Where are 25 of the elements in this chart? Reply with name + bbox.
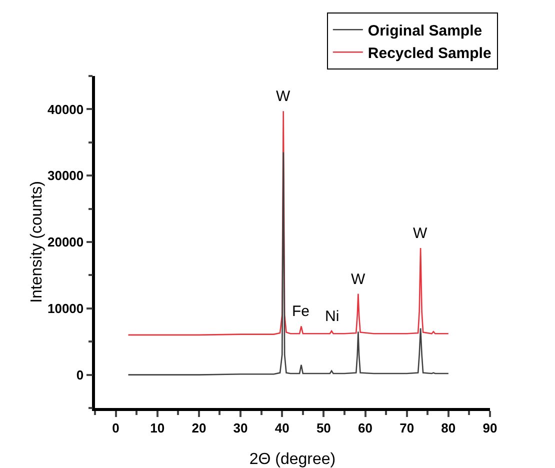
x-tick-label: 50 (316, 420, 331, 436)
x-tick-label: 40 (274, 420, 290, 436)
annotation: W (276, 88, 291, 105)
y-tick-label: 20000 (47, 234, 84, 250)
x-tick-label: 60 (358, 420, 372, 436)
line-series (128, 152, 450, 376)
x-tick-label: 0 (112, 420, 120, 436)
x-tick-label: 10 (150, 420, 165, 436)
x-axis-title: 2Θ (degree) (249, 451, 336, 468)
x-tick-label: 80 (441, 420, 456, 436)
annotation: Fe (292, 303, 310, 320)
x-tick-label: 90 (482, 420, 498, 436)
x-tick-label: 30 (233, 420, 248, 436)
annotation: W (351, 271, 366, 288)
y-tick-label: 10000 (47, 300, 84, 316)
y-tick-label: 40000 (47, 102, 84, 117)
y-tick-label: 30000 (47, 168, 84, 184)
y-tick-label: 0 (76, 367, 84, 382)
x-tick-label: 70 (400, 420, 414, 436)
annotation: Ni (325, 308, 340, 325)
legend-label: Recycled Sample (368, 44, 492, 62)
y-axis-title: Intensity (counts) (28, 181, 46, 303)
annotation: W (413, 225, 428, 242)
x-tick-label: 20 (192, 420, 206, 436)
legend-label: Original Sample (368, 22, 482, 40)
